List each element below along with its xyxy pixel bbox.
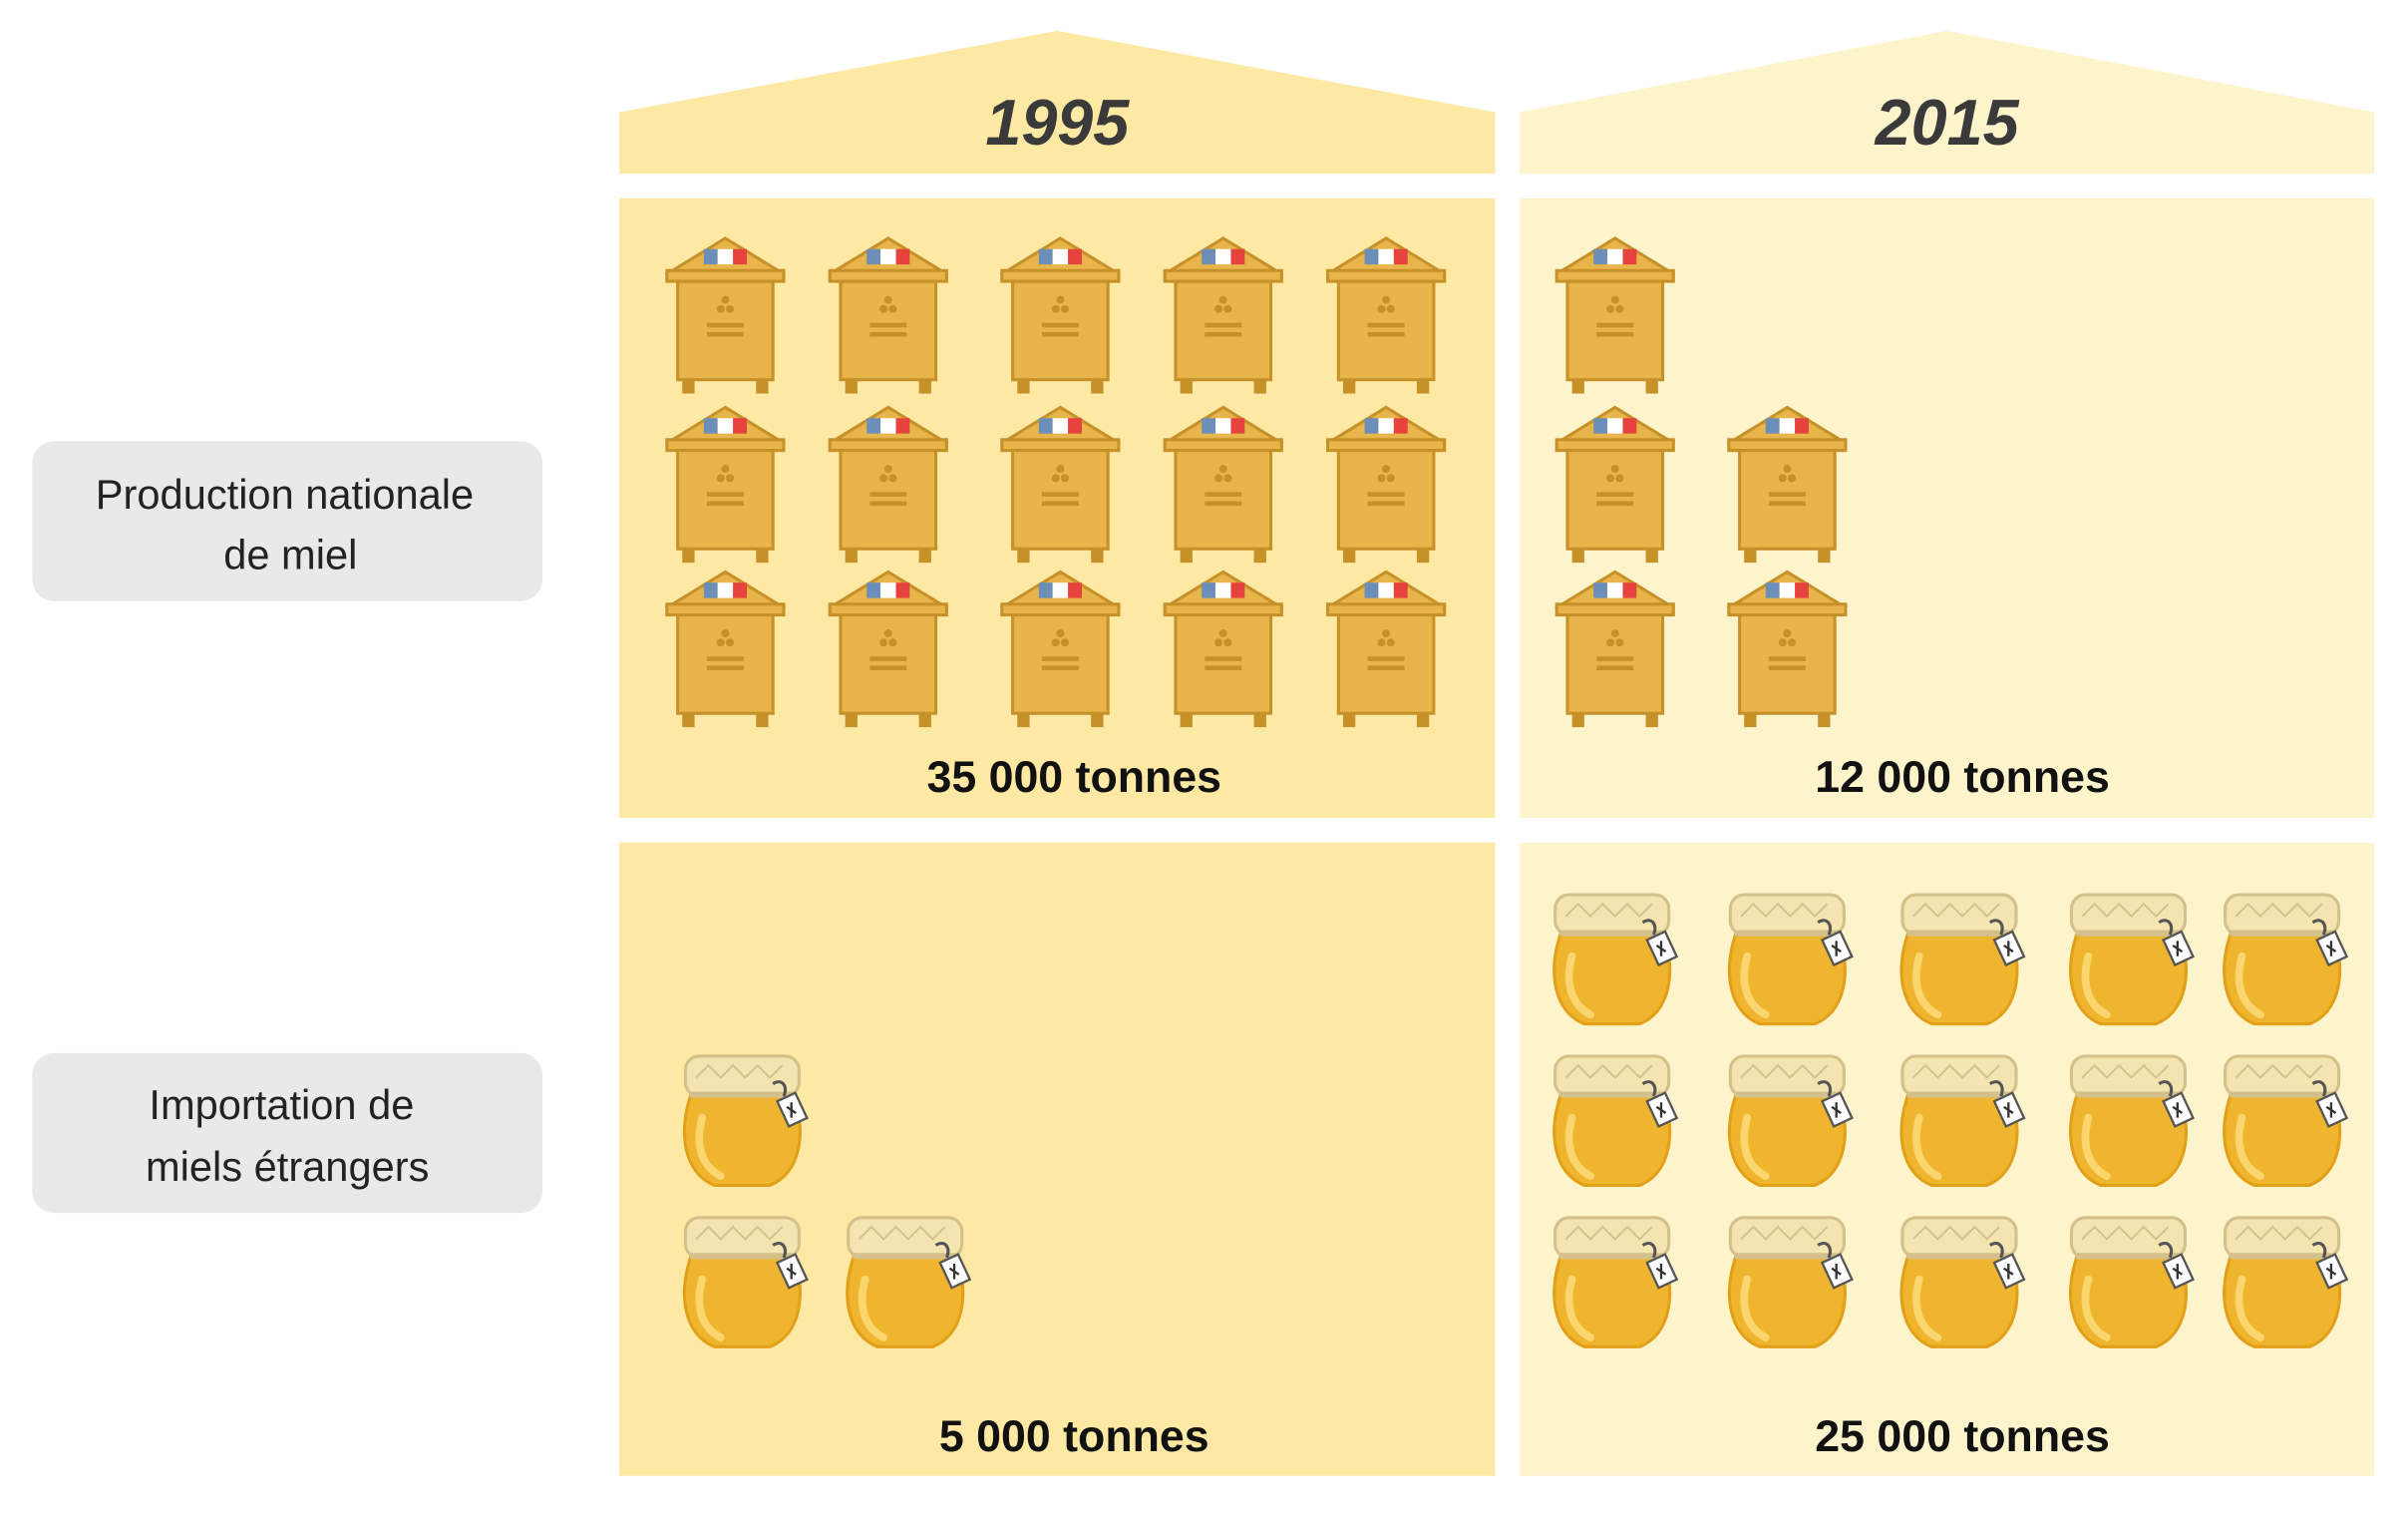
value-label-import-2015: 25 000 tonnes	[1815, 1412, 2110, 1461]
beehive-icon	[1727, 570, 1848, 729]
honey-jar-icon	[1554, 1056, 1677, 1185]
value-label-production-2015: 12 000 tonnes	[1815, 753, 2110, 802]
honey-jar-icon	[1554, 1218, 1677, 1346]
beehive-icon	[1326, 236, 1447, 396]
honey-jar-icon	[2225, 895, 2347, 1023]
beehive-icon	[1554, 405, 1675, 565]
honey-jar-icon	[1729, 1056, 1852, 1185]
honey-jar-icon	[2071, 1218, 2194, 1346]
header-roof-1995	[619, 30, 1496, 175]
honey-jar-icon	[2225, 1218, 2347, 1346]
header-roof-2015	[1520, 30, 2375, 175]
row-label-production: Production nationale de miel	[96, 471, 486, 577]
beehive-icon	[828, 236, 948, 396]
honey-jar-icon	[848, 1218, 970, 1346]
value-label-import-1995: 5 000 tonnes	[939, 1412, 1209, 1461]
beehive-icon	[828, 570, 948, 729]
row-label-import: Importation de miels étrangers	[146, 1081, 429, 1190]
value-label-production-1995: 35 000 tonnes	[926, 753, 1221, 802]
honey-jar-icon	[1729, 1218, 1852, 1346]
row-label-production-line-2: de miel	[223, 531, 357, 577]
beehive-icon	[665, 405, 786, 565]
honey-jar-icon	[685, 1056, 808, 1185]
beehive-icon	[1163, 405, 1283, 565]
beehive-icon	[1554, 570, 1675, 729]
honey-jar-icon	[1901, 1056, 2024, 1185]
column-header-1995: 1995	[985, 86, 1130, 159]
beehive-icon	[1163, 236, 1283, 396]
row-label-import-line-2: miels étrangers	[146, 1143, 429, 1190]
row-label-import-line-1: Importation de	[149, 1081, 414, 1128]
honey-jar-icon	[1901, 895, 2024, 1023]
honey-jar-icon	[2071, 895, 2194, 1023]
beehive-icon	[1163, 570, 1283, 729]
honey-jar-icon	[2225, 1056, 2347, 1185]
column-header-2015: 2015	[1874, 86, 2020, 159]
row-label-box-production	[32, 441, 543, 601]
beehive-icon	[1000, 236, 1121, 396]
beehive-icon	[1326, 570, 1447, 729]
row-label-production-line-1: Production nationale	[96, 471, 474, 518]
beehive-icon	[1000, 405, 1121, 565]
beehive-icon	[828, 405, 948, 565]
beehive-icon	[665, 570, 786, 729]
beehive-icon	[665, 236, 786, 396]
row-label-box-import	[32, 1052, 543, 1214]
honey-jar-icon	[1901, 1218, 2024, 1346]
honey-jar-icon	[1729, 895, 1852, 1023]
honey-jar-icon	[685, 1218, 808, 1346]
beehive-icon	[1554, 236, 1675, 396]
beehive-icon	[1326, 405, 1447, 565]
honey-jar-icon	[1554, 895, 1677, 1023]
honey-jar-icon	[2071, 1056, 2194, 1185]
beehive-icon	[1727, 405, 1848, 565]
beehive-icon	[1000, 570, 1121, 729]
